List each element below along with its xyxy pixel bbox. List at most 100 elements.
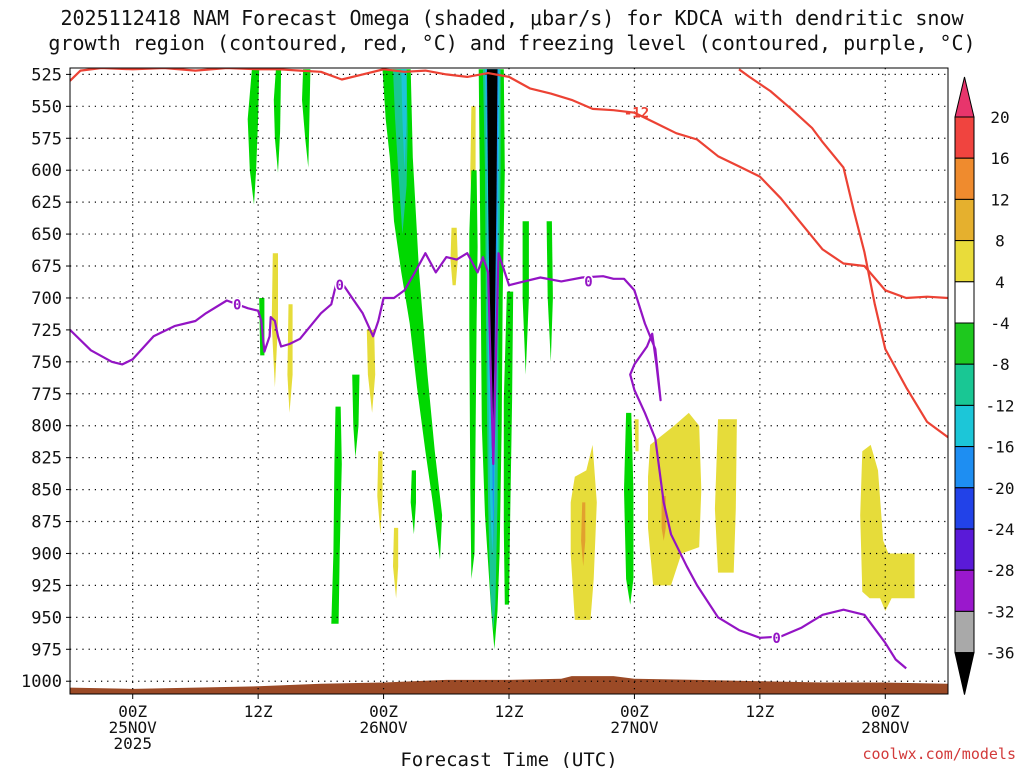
- colorbar-segment: [954, 404, 975, 448]
- colorbar-label: -28: [986, 561, 1015, 580]
- x-tick-label: 00Z: [871, 702, 900, 721]
- omega-shade-region: [450, 227, 458, 286]
- credit-text: coolwx.com/models: [862, 745, 1016, 763]
- chart-title-line2: growth region (contoured, red, °C) and f…: [48, 31, 976, 55]
- colorbar: 20 16 12 8 4 -4 -8 -12 -16 -20 -24 -28 -32 -36: [954, 76, 1015, 695]
- omega-shade-region: [546, 221, 553, 362]
- omega-shade-region: [331, 406, 342, 624]
- x-tick-label: 26NOV: [359, 718, 408, 737]
- omega-shade-region: [273, 69, 282, 173]
- freezing-level-label: 0: [584, 274, 592, 290]
- omega-shade-region: [287, 304, 293, 413]
- omega-shade-region: [366, 329, 376, 413]
- omega-shade-region: [302, 69, 311, 168]
- y-tick-label: 800: [31, 417, 62, 437]
- omega-shading: [70, 69, 948, 694]
- dgz-contour-line: [70, 68, 948, 300]
- colorbar-segment: [954, 240, 975, 283]
- y-tick-label: 775: [31, 385, 62, 405]
- y-tick-label: 825: [31, 449, 62, 469]
- y-tick-label: 675: [31, 257, 62, 277]
- y-tick-label: 900: [31, 544, 62, 564]
- y-axis: 525 550 575 600 625 650 675 700 725 750 775 800 825 8…: [21, 65, 70, 692]
- omega-shade-region: [624, 412, 634, 605]
- freezing-level-label: 0: [772, 631, 780, 647]
- colorbar-label: -8: [990, 355, 1009, 374]
- colorbar-label: -20: [986, 479, 1015, 498]
- colorbar-segment: [954, 198, 975, 242]
- contours: [70, 68, 948, 670]
- y-tick-label: 525: [31, 65, 62, 85]
- y-tick-label: 575: [31, 129, 62, 149]
- omega-shade-region: [581, 502, 586, 567]
- omega-shade-region: [487, 69, 498, 465]
- colorbar-segment: [954, 446, 975, 489]
- omega-shade-region: [469, 170, 478, 579]
- colorbar-bottom-triangle: [954, 652, 975, 695]
- omega-shade-region: [522, 221, 529, 375]
- omega-shade-region: [352, 374, 360, 458]
- omega-shade-region: [714, 419, 737, 573]
- omega-shade-region: [634, 419, 639, 452]
- colorbar-segment: [954, 157, 975, 200]
- omega-shade-region: [410, 470, 416, 535]
- colorbar-segment: [954, 610, 975, 654]
- y-tick-label: 925: [31, 576, 62, 596]
- colorbar-segment: [954, 487, 975, 530]
- omega-shade-region: [247, 69, 260, 205]
- colorbar-label: 16: [990, 149, 1009, 168]
- freezing-level-contour-line: [70, 252, 907, 670]
- chart-title-line1: 2025112418 NAM Forecast Omega (shaded, μ…: [60, 6, 964, 30]
- colorbar-segment: [954, 528, 975, 571]
- omega-shade-region: [648, 412, 702, 586]
- colorbar-segment: [954, 363, 975, 406]
- colorbar-segment: [954, 322, 975, 365]
- colorbar-segment: [954, 116, 975, 159]
- y-tick-label: 850: [31, 481, 62, 501]
- colorbar-label: 4: [995, 273, 1005, 292]
- y-tick-label: 700: [31, 289, 62, 309]
- colorbar-segment: [954, 281, 975, 324]
- omega-shade-region: [860, 444, 915, 611]
- x-tick-label: 25NOV: [109, 718, 158, 737]
- colorbar-label: 20: [990, 108, 1009, 127]
- freezing-level-label: 0: [233, 297, 241, 313]
- x-tick-label: 2025: [113, 734, 152, 753]
- x-tick-label: 12Z: [745, 702, 774, 721]
- omega-shade-region: [377, 451, 383, 535]
- omega-shade-region: [382, 69, 443, 560]
- y-tick-label: 975: [31, 640, 62, 660]
- y-tick-label: 650: [31, 225, 62, 245]
- y-tick-label: 600: [31, 161, 62, 181]
- y-tick-label: 550: [31, 97, 62, 117]
- x-tick-label: 28NOV: [861, 718, 910, 737]
- x-axis-title: Forecast Time (UTC): [400, 749, 617, 768]
- x-tick-label: 27NOV: [610, 718, 659, 737]
- colorbar-label: -12: [986, 396, 1015, 415]
- dgz-contour-line: [738, 68, 948, 439]
- colorbar-label: -4: [990, 314, 1009, 333]
- colorbar-label: -16: [986, 438, 1015, 457]
- x-tick-label: 00Z: [118, 702, 147, 721]
- terrain-fill: [70, 676, 948, 694]
- colorbar-segment: [954, 569, 975, 612]
- contour-labels: -12 0 0 0 0: [232, 106, 783, 649]
- colorbar-label: 8: [995, 232, 1005, 251]
- chart-title: 2025112418 NAM Forecast Omega (shaded, μ…: [0, 6, 1024, 56]
- dgz-contour-label: -12: [624, 106, 649, 122]
- omega-shade-region: [503, 291, 514, 605]
- y-tick-label: 950: [31, 608, 62, 628]
- x-tick-label: 12Z: [495, 702, 524, 721]
- omega-shade-region: [401, 69, 407, 171]
- x-tick-label: 00Z: [620, 702, 649, 721]
- y-tick-label: 750: [31, 353, 62, 373]
- x-tick-label: 12Z: [244, 702, 273, 721]
- colorbar-label: 12: [990, 190, 1009, 209]
- freezing-level-label: 0: [335, 278, 343, 294]
- colorbar-label: -32: [986, 602, 1015, 621]
- y-tick-label: 875: [31, 513, 62, 533]
- colorbar-label: -24: [986, 520, 1015, 539]
- y-tick-label: 1000: [21, 672, 62, 692]
